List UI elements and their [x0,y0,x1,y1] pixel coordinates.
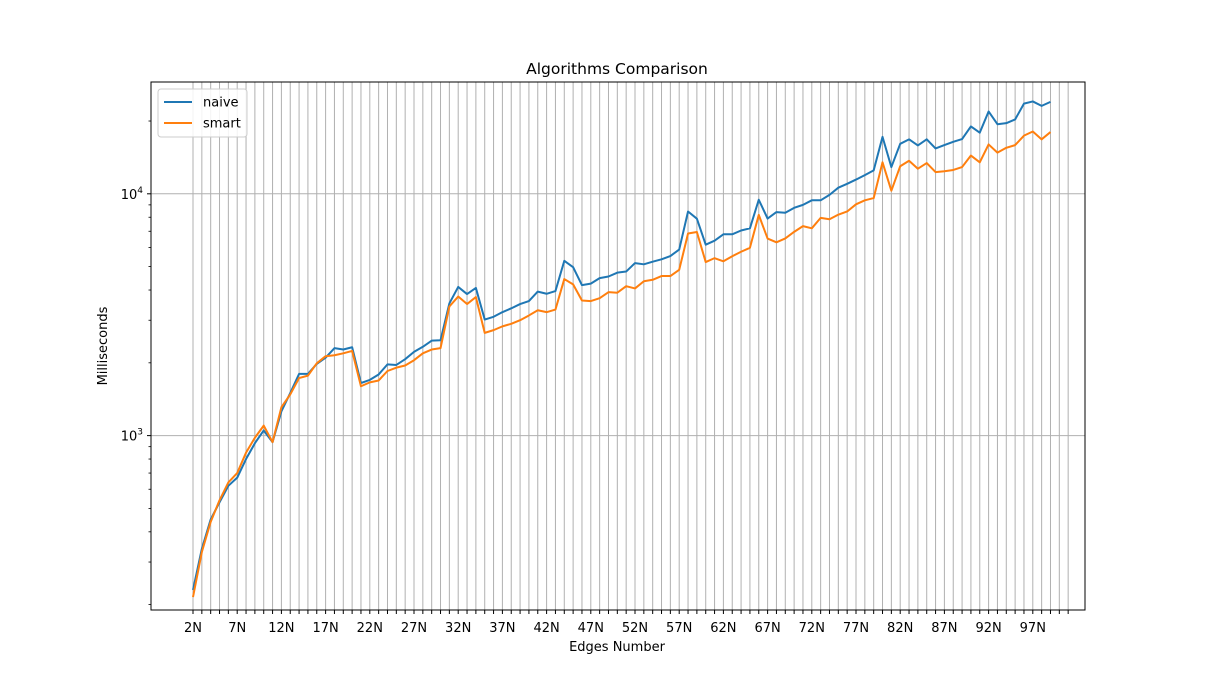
x-tick-label: 52N [622,621,648,636]
x-tick-label: 87N [931,621,957,636]
x-tick-label: 67N [754,621,780,636]
x-axis-label: Edges Number [569,640,665,655]
legend-label-naive: naive [203,96,239,111]
y-tick-label: 103 [121,428,143,445]
series-line-smart [192,130,1052,598]
legend-label-smart: smart [203,117,241,132]
x-tick-label: 82N [887,621,913,636]
y-tick-label: 104 [121,186,144,203]
x-tick-label: 12N [268,621,294,636]
x-tick-label: 77N [843,621,869,636]
x-tick-label: 97N [1020,621,1046,636]
legend: naive smart [157,88,248,138]
series-line-naive [192,100,1051,591]
x-tick-label: 62N [710,621,736,636]
y-axis-label: Milliseconds [96,306,111,385]
x-tick-label: 47N [578,621,604,636]
x-tick-label: 27N [401,621,427,636]
chart-title: Algorithms Comparison [526,60,708,78]
x-tick-label: 72N [799,621,825,636]
x-tick-label: 92N [975,621,1001,636]
x-tick-label: 2N [184,621,202,636]
grid-lines [151,82,1085,610]
x-tick-label: 17N [312,621,338,636]
x-tick-label: 57N [666,621,692,636]
x-tick-label: 22N [357,621,383,636]
plot-area-frame [150,81,1086,611]
x-tick-label: 42N [533,621,559,636]
x-axis-ticks: 2N 7N 12N 17N 22N 27N 32N 37N 42N 47N 52N 57N 62N 67N… [184,610,1069,636]
x-tick-label: 7N [228,621,246,636]
y-axis-ticks: 103 104 [121,120,151,606]
series-lines [192,100,1052,598]
x-tick-label: 32N [445,621,471,636]
x-tick-label: 37N [489,621,515,636]
